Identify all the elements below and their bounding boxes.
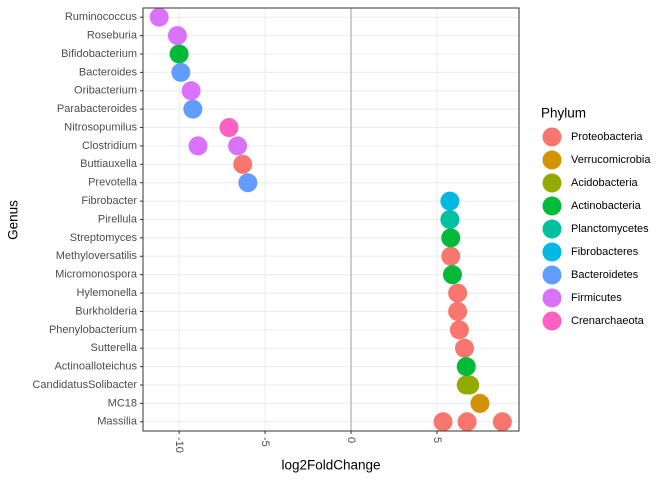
y-tick-label: Nitrosopumilus (64, 121, 137, 133)
point (238, 173, 258, 193)
y-tick-label: Pirellula (98, 213, 138, 225)
point (440, 210, 460, 229)
y-tick-label: Streptomyces (70, 232, 138, 244)
legend-label: Actinobacteria (571, 200, 642, 212)
x-axis-title: log2FoldChange (281, 458, 380, 473)
y-tick-label: Methyloversatilis (56, 250, 138, 262)
y-tick-label: MC18 (108, 397, 137, 409)
point (149, 7, 169, 27)
y-tick-label: Prevotella (88, 177, 138, 189)
point (441, 246, 461, 266)
point (169, 44, 189, 64)
y-tick-label: Burkholderia (75, 305, 138, 317)
point (183, 99, 203, 119)
y-tick-label: Sutterella (91, 342, 138, 354)
legend-key (542, 311, 562, 331)
legend-key (542, 242, 562, 262)
point (442, 265, 462, 285)
legend-key (542, 219, 562, 239)
point (219, 118, 239, 138)
y-tick-label: Bacteroides (79, 66, 138, 78)
legend-key (542, 150, 562, 170)
point (188, 136, 208, 156)
y-tick-label: Micromonospora (55, 269, 138, 281)
y-tick-label: Ruminococcus (65, 11, 138, 23)
point (448, 301, 468, 321)
legend-label: Verrucomicrobia (571, 154, 651, 166)
point (433, 412, 453, 432)
point (440, 191, 460, 211)
legend-label: Crenarchaeota (571, 315, 645, 327)
legend-title: Phylum (541, 106, 586, 121)
panel-border (142, 7, 520, 432)
y-tick-label: Phenylobacterium (49, 324, 137, 336)
legend-key (542, 265, 562, 285)
legend-label: Firmicutes (571, 292, 622, 304)
point (167, 26, 187, 46)
legend-key (542, 288, 562, 308)
x-tick-label: 0 (345, 437, 357, 443)
point (492, 412, 512, 432)
y-tick-label: Bifidobacterium (61, 48, 137, 60)
point (456, 357, 476, 377)
point (460, 375, 480, 395)
legend-label: Fibrobacteres (571, 246, 639, 258)
point (441, 228, 461, 248)
point (449, 320, 469, 340)
x-tick-label: -5 (259, 437, 271, 447)
point (448, 283, 468, 303)
y-tick-label: Clostridium (82, 140, 137, 152)
x-tick-label: 5 (431, 437, 443, 443)
legend-label: Acidobacteria (571, 177, 639, 189)
y-tick-label: CandidatusSolibacter (32, 379, 137, 391)
legend-label: Proteobacteria (571, 131, 643, 143)
y-tick-label: Buttiauxella (80, 158, 138, 170)
point (233, 154, 253, 174)
legend-key (542, 173, 562, 193)
point (457, 412, 477, 432)
y-tick-label: Actinoalloteichus (54, 361, 137, 373)
x-tick-label: -10 (173, 437, 185, 453)
point (228, 136, 248, 156)
y-tick-label: Fibrobacter (81, 195, 137, 207)
legend-key (542, 127, 562, 147)
legend-key (542, 196, 562, 216)
point (181, 81, 201, 101)
y-tick-label: Oribacterium (74, 85, 137, 97)
y-tick-label: Parabacteroides (57, 103, 138, 115)
y-tick-label: Roseburia (87, 29, 138, 41)
y-tick-label: Massilia (97, 416, 138, 428)
point (470, 393, 490, 413)
point (454, 338, 474, 358)
y-tick-label: Hylemonella (76, 287, 137, 299)
legend-label: Bacteroidetes (571, 269, 639, 281)
legend-label: Planctomycetes (571, 223, 649, 235)
y-axis-title: Genus (6, 200, 21, 240)
point (171, 62, 191, 82)
